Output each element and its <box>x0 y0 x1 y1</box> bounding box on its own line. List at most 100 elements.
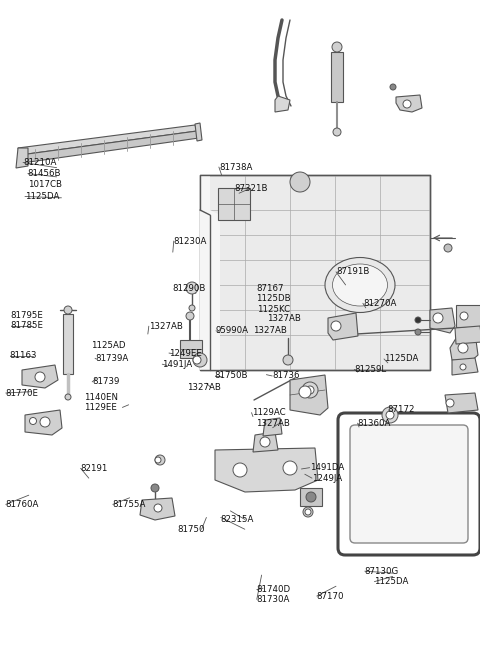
Polygon shape <box>445 393 478 413</box>
Circle shape <box>415 317 421 323</box>
Polygon shape <box>25 410 62 435</box>
Text: 81730A: 81730A <box>257 595 290 604</box>
FancyBboxPatch shape <box>338 413 480 555</box>
Text: 81270A: 81270A <box>363 299 396 308</box>
Text: 81740D: 81740D <box>257 585 291 594</box>
Circle shape <box>189 305 195 311</box>
Circle shape <box>382 407 398 423</box>
Polygon shape <box>200 175 220 370</box>
Polygon shape <box>195 123 202 141</box>
Polygon shape <box>450 333 478 362</box>
Circle shape <box>151 484 159 492</box>
Bar <box>63 314 73 374</box>
Circle shape <box>305 509 311 515</box>
Polygon shape <box>455 326 480 344</box>
Text: 1249JA: 1249JA <box>312 474 342 483</box>
Text: 1327AB: 1327AB <box>253 326 288 335</box>
Circle shape <box>193 353 207 367</box>
Text: 87170: 87170 <box>317 591 344 601</box>
Bar <box>331 52 343 102</box>
Circle shape <box>415 329 421 335</box>
Circle shape <box>35 372 45 382</box>
Polygon shape <box>275 96 290 112</box>
Polygon shape <box>253 432 278 452</box>
Text: 1491DA: 1491DA <box>310 463 344 472</box>
Circle shape <box>460 312 468 320</box>
FancyBboxPatch shape <box>350 425 468 543</box>
Text: 81456B: 81456B <box>28 169 61 178</box>
Polygon shape <box>20 131 199 163</box>
Circle shape <box>64 306 72 314</box>
Text: 81736: 81736 <box>272 371 300 381</box>
Polygon shape <box>396 95 422 112</box>
Circle shape <box>40 417 50 427</box>
Circle shape <box>333 128 341 136</box>
Text: 81755A: 81755A <box>113 500 146 509</box>
Text: 87172: 87172 <box>388 405 415 414</box>
Circle shape <box>155 455 165 465</box>
Text: 1327AB: 1327AB <box>187 383 221 392</box>
Polygon shape <box>18 125 197 155</box>
Ellipse shape <box>333 264 387 306</box>
Circle shape <box>331 321 341 331</box>
Text: 87130G: 87130G <box>365 567 399 576</box>
Circle shape <box>283 355 293 365</box>
Circle shape <box>233 463 247 477</box>
Polygon shape <box>452 358 478 375</box>
Circle shape <box>403 100 411 108</box>
Text: 81750: 81750 <box>178 525 205 534</box>
Circle shape <box>460 364 466 370</box>
Text: 81770E: 81770E <box>6 388 39 398</box>
Circle shape <box>306 386 314 394</box>
Polygon shape <box>328 313 358 340</box>
Text: 81785E: 81785E <box>11 321 44 330</box>
Text: 87191B: 87191B <box>336 267 370 276</box>
Text: 1327AB: 1327AB <box>256 419 290 428</box>
Polygon shape <box>22 365 58 388</box>
Text: 1249EE: 1249EE <box>169 348 202 358</box>
Text: 95990A: 95990A <box>216 326 249 335</box>
Circle shape <box>306 492 316 502</box>
Text: 1140EN: 1140EN <box>84 393 118 402</box>
Circle shape <box>186 282 198 294</box>
Text: 82315A: 82315A <box>221 515 254 524</box>
Text: 1125KC: 1125KC <box>257 305 290 314</box>
Circle shape <box>290 172 310 192</box>
Bar <box>218 188 250 220</box>
Text: 1125DA: 1125DA <box>25 192 60 201</box>
Circle shape <box>458 343 468 353</box>
Circle shape <box>446 399 454 407</box>
Circle shape <box>260 437 270 447</box>
Text: 1125DA: 1125DA <box>384 354 419 364</box>
Circle shape <box>154 504 162 512</box>
Text: 1129AC: 1129AC <box>252 408 285 417</box>
Ellipse shape <box>325 257 395 312</box>
Text: 81259L: 81259L <box>354 365 386 374</box>
Bar <box>180 340 202 358</box>
Polygon shape <box>200 175 430 370</box>
Text: 82191: 82191 <box>81 464 108 473</box>
Polygon shape <box>290 375 328 415</box>
Circle shape <box>386 411 394 419</box>
Text: 1125DB: 1125DB <box>256 294 291 303</box>
Circle shape <box>65 394 71 400</box>
Text: 81360A: 81360A <box>358 419 391 428</box>
Polygon shape <box>16 148 28 168</box>
Circle shape <box>302 382 318 398</box>
Text: 81210A: 81210A <box>23 158 57 167</box>
Circle shape <box>155 457 161 463</box>
Polygon shape <box>215 448 318 492</box>
Text: 87167: 87167 <box>256 284 284 293</box>
Text: 81290B: 81290B <box>173 284 206 293</box>
Text: 1327AB: 1327AB <box>149 322 183 331</box>
Text: 81739: 81739 <box>92 377 120 386</box>
Circle shape <box>303 507 313 517</box>
Text: 81230A: 81230A <box>174 236 207 246</box>
Text: 1129EE: 1129EE <box>84 403 117 412</box>
Polygon shape <box>456 305 480 327</box>
Text: 81163: 81163 <box>10 351 37 360</box>
Circle shape <box>283 461 297 475</box>
Text: 1125DA: 1125DA <box>374 577 409 586</box>
Circle shape <box>299 386 311 398</box>
Bar <box>300 488 322 506</box>
